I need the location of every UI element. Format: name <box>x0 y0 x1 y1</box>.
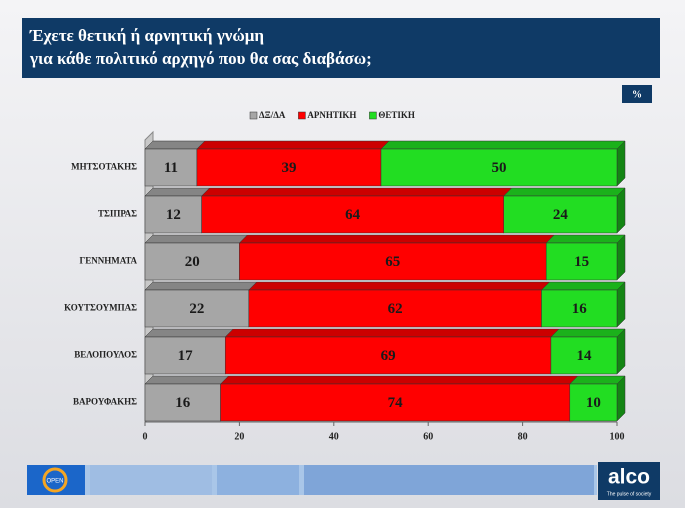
bar-segment <box>380 148 618 187</box>
bar-top <box>196 140 390 150</box>
footer-tile <box>217 465 299 495</box>
value-label: 69 <box>381 348 396 364</box>
y-tick-label: ΜΗΤΣΟΤΑΚΗΣ <box>71 162 137 172</box>
legend-label: ΔΞ/ΔΑ <box>259 110 286 120</box>
bar-top <box>219 375 579 385</box>
value-label: 64 <box>345 207 361 223</box>
bar-top <box>248 281 551 291</box>
bar-segment <box>239 242 547 281</box>
footer-tile <box>90 465 212 495</box>
bar-segment <box>196 148 382 187</box>
value-label: 22 <box>189 301 204 317</box>
legend-label: ΘΕΤΙΚΗ <box>378 110 415 120</box>
bar-segment <box>550 336 618 375</box>
bar-side <box>616 140 626 187</box>
value-label: 15 <box>574 254 589 270</box>
value-label: 12 <box>166 207 181 223</box>
value-label: 14 <box>576 348 592 364</box>
legend-swatch <box>249 111 258 120</box>
bar-top <box>503 187 626 197</box>
value-label: 24 <box>553 207 569 223</box>
y-tick-label: ΒΕΛΟΠΟΥΛΟΣ <box>74 350 137 360</box>
value-label: 39 <box>281 160 296 176</box>
bar-top <box>144 281 258 291</box>
value-label: 62 <box>388 301 403 317</box>
x-tick-label: 40 <box>329 431 339 442</box>
bar-top <box>224 328 560 338</box>
value-label: 16 <box>572 301 588 317</box>
bar-top <box>569 375 626 385</box>
brand-name: alco <box>608 466 650 489</box>
bar-segment <box>541 289 618 328</box>
y-tick-label: ΓΕΝΝΗΜΑΤΑ <box>80 256 138 266</box>
x-tick-label: 60 <box>423 431 433 442</box>
bar-top <box>380 140 626 150</box>
value-label: 17 <box>178 348 194 364</box>
x-tick-label: 20 <box>234 431 244 442</box>
brand-tagline: The pulse of society <box>607 491 652 497</box>
bar-segment <box>144 336 226 375</box>
y-tick-label: ΤΣΙΠΡΑΣ <box>98 209 137 219</box>
bar-top <box>144 234 249 244</box>
bar-segment <box>201 195 504 234</box>
bar-top <box>144 375 230 385</box>
bar-top <box>144 328 234 338</box>
bar-segment <box>545 242 618 281</box>
bar-segment <box>569 383 618 422</box>
x-tick-label: 0 <box>143 431 148 442</box>
bar-side <box>616 281 626 328</box>
bar-top <box>201 187 513 197</box>
footer-tile <box>304 465 594 495</box>
bar-side <box>616 234 626 281</box>
bar-side <box>616 375 626 422</box>
bar-segment <box>503 195 618 234</box>
bar-top <box>144 187 211 197</box>
value-label: 65 <box>385 254 400 270</box>
chart-title: για κάθε πολιτικό αρχηγό που θα σας διαβ… <box>29 49 372 68</box>
bar-segment <box>144 242 240 281</box>
x-tick-label: 80 <box>518 431 528 442</box>
legend-label: ΑΡΝΗΤΙΚΗ <box>307 110 356 120</box>
unit-badge-box <box>622 85 652 103</box>
bar-segment <box>144 148 198 187</box>
bar-top <box>545 234 626 244</box>
bar-segment <box>144 383 221 422</box>
value-label: 74 <box>388 395 404 411</box>
unit-badge: % <box>632 89 642 100</box>
value-label: 11 <box>164 160 178 176</box>
channel-logo-ring <box>42 467 68 493</box>
x-tick-label: 100 <box>610 431 625 442</box>
chart-title: Έχετε θετική ή αρνητική γνώμη <box>29 26 264 45</box>
y-tick-label: ΚΟΥΤΣΟΥΜΠΑΣ <box>64 303 137 313</box>
channel-name: OPEN <box>46 479 63 485</box>
value-label: 20 <box>185 254 200 270</box>
legend-swatch <box>298 111 306 120</box>
value-label: 10 <box>586 395 601 411</box>
y-tick-label: ΒΑΡΟΥΦΑΚΗΣ <box>73 397 137 407</box>
bar-top <box>238 234 555 244</box>
bar-side <box>616 328 626 375</box>
bar-side <box>616 187 626 234</box>
legend-swatch <box>369 111 377 120</box>
value-label: 16 <box>175 395 191 411</box>
bar-segment <box>144 195 202 234</box>
bar-top <box>144 140 206 150</box>
value-label: 50 <box>492 160 507 176</box>
title-bar <box>22 18 660 78</box>
bar-top <box>550 328 626 338</box>
brand-box <box>598 462 660 500</box>
bar-top <box>540 281 626 291</box>
